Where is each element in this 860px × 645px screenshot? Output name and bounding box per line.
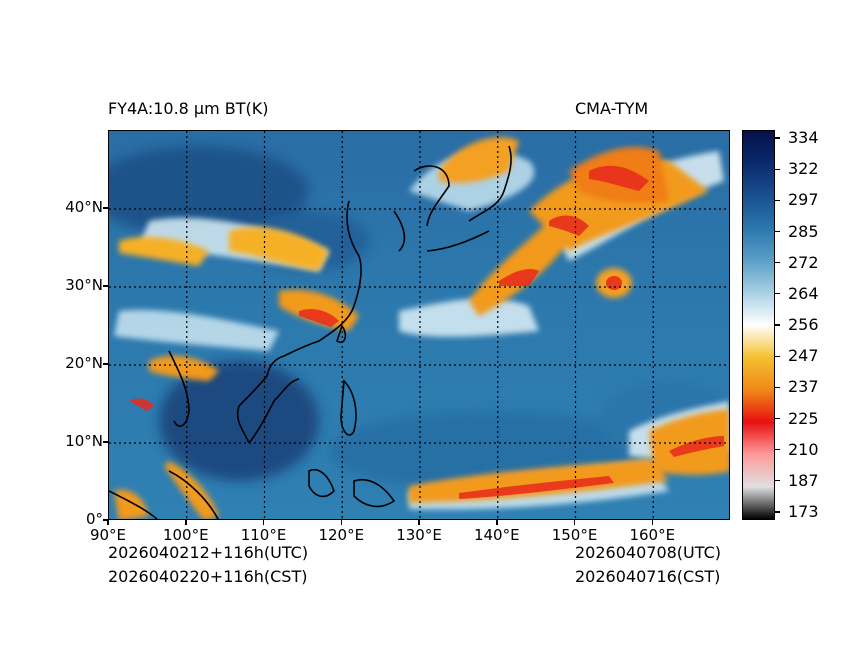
lon-tick bbox=[651, 520, 653, 525]
satellite-map[interactable] bbox=[108, 130, 730, 520]
init-time-cst: 2026040220+116h(CST) bbox=[108, 567, 308, 586]
colorbar-tick bbox=[775, 449, 780, 451]
lon-label: 150°E bbox=[551, 526, 598, 544]
valid-time-utc: 2026040708(UTC) bbox=[575, 543, 721, 562]
lon-label: 140°E bbox=[473, 526, 520, 544]
map-canvas bbox=[109, 131, 729, 519]
colorbar-tick-label: 256 bbox=[788, 315, 819, 334]
colorbar-tick bbox=[775, 386, 780, 388]
colorbar-tick-label: 322 bbox=[788, 159, 819, 179]
lon-label: 90°E bbox=[89, 526, 127, 544]
colorbar-tick bbox=[775, 168, 780, 170]
lon-label: 110°E bbox=[240, 526, 287, 544]
lon-label: 100°E bbox=[162, 526, 209, 544]
colorbar bbox=[742, 130, 775, 520]
colorbar-tick bbox=[775, 417, 780, 420]
colorbar-tick-label: 187 bbox=[788, 470, 819, 490]
colorbar-tick-label: 210 bbox=[788, 439, 819, 459]
colorbar-tick bbox=[775, 230, 780, 233]
colorbar-tick bbox=[775, 480, 780, 482]
gridlines bbox=[109, 131, 729, 519]
lat-tick bbox=[103, 285, 108, 287]
colorbar-tick-label: 285 bbox=[788, 221, 819, 241]
colorbar-tick-label: 173 bbox=[788, 502, 819, 521]
lon-tick bbox=[340, 520, 342, 525]
colorbar-tick bbox=[775, 293, 780, 295]
lon-tick bbox=[185, 520, 187, 525]
lon-label: 130°E bbox=[396, 526, 442, 544]
valid-time-cst: 2026040716(CST) bbox=[575, 567, 721, 586]
colorbar-tick bbox=[775, 137, 780, 139]
colorbar-tick bbox=[775, 324, 780, 326]
lon-tick bbox=[496, 520, 498, 525]
colorbar-tick-label: 225 bbox=[788, 408, 819, 428]
convective-cloud-red bbox=[129, 165, 724, 499]
lat-label: 40°N bbox=[65, 198, 103, 216]
lat-tick bbox=[103, 441, 108, 443]
product-title: FY4A:10.8 µm BT(K) bbox=[108, 99, 269, 118]
lon-tick bbox=[573, 520, 576, 525]
colorbar-tick-label: 272 bbox=[788, 252, 819, 272]
lon-label: 120°E bbox=[318, 526, 365, 544]
colorbar-tick-label: 247 bbox=[788, 346, 819, 366]
lat-tick bbox=[103, 363, 108, 365]
model-title: CMA-TYM bbox=[575, 99, 649, 118]
colorbar-tick bbox=[775, 199, 780, 201]
lat-label: 0° bbox=[85, 510, 103, 528]
colorbar-tick-label: 237 bbox=[788, 377, 819, 397]
init-time-utc: 2026040212+116h(UTC) bbox=[108, 543, 309, 562]
lat-label: 30°N bbox=[65, 276, 103, 294]
lon-label: 160°E bbox=[629, 526, 676, 544]
lon-tick bbox=[107, 520, 109, 525]
coastlines bbox=[109, 145, 512, 519]
lat-label: 20°N bbox=[65, 354, 103, 372]
colorbar-tick bbox=[775, 511, 780, 513]
colorbar-tick bbox=[775, 355, 780, 357]
colorbar-tick-label: 264 bbox=[788, 283, 819, 303]
colorbar-tick bbox=[775, 262, 780, 264]
lon-tick bbox=[262, 520, 265, 525]
lat-tick bbox=[103, 519, 108, 521]
lat-label: 10°N bbox=[65, 432, 103, 450]
colorbar-tick-label: 334 bbox=[788, 128, 819, 147]
lon-tick bbox=[418, 520, 420, 525]
colorbar-tick-label: 297 bbox=[788, 190, 819, 210]
lat-tick bbox=[103, 207, 108, 209]
